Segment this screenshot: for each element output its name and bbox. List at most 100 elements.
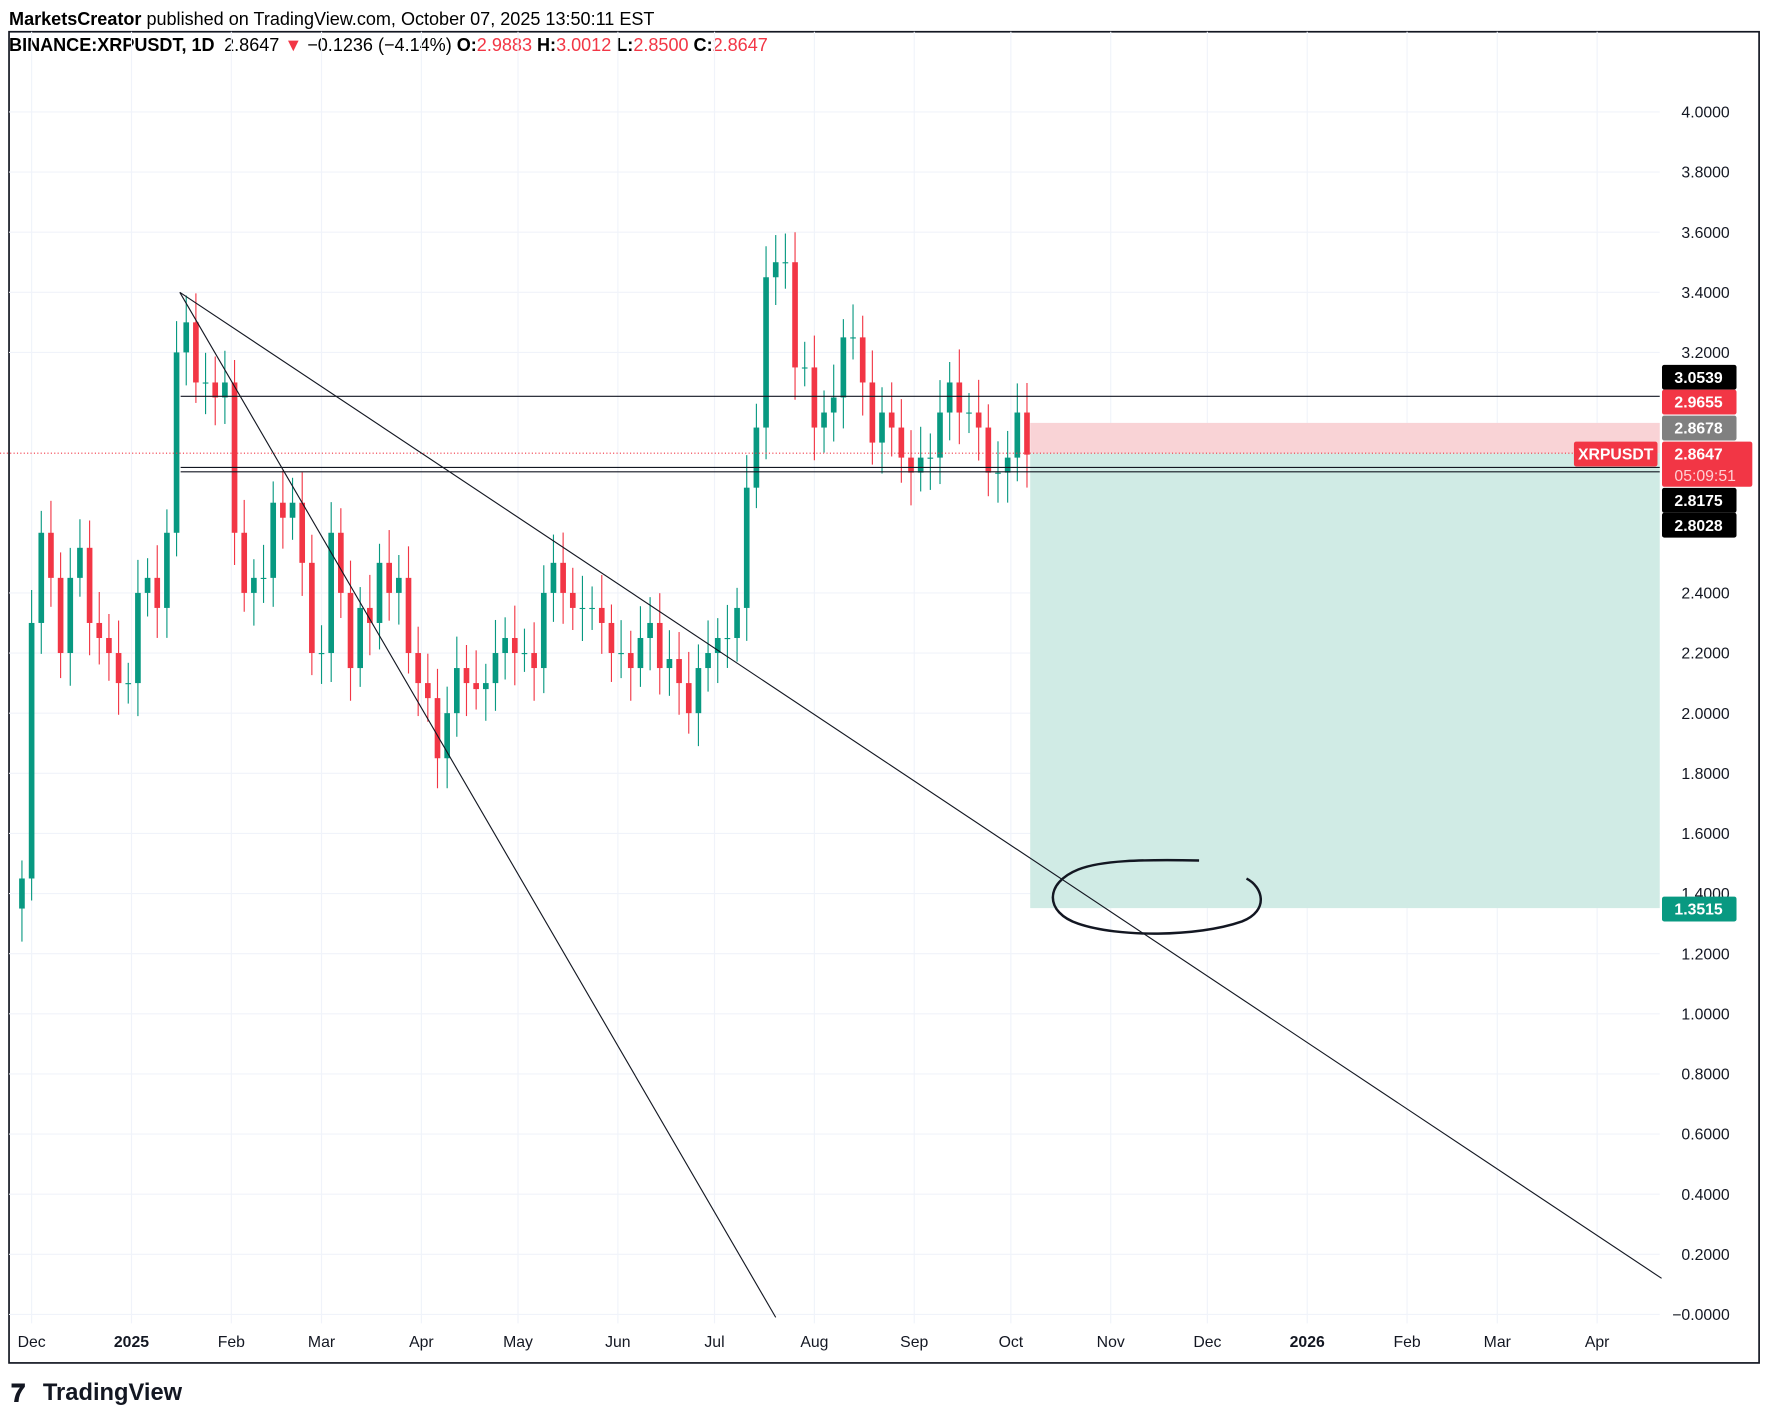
price-label-bg: [1661, 389, 1737, 415]
logo-icon: 𝟕: [11, 1380, 25, 1407]
down-arrow-icon: ▼: [284, 35, 302, 55]
candle-body: [966, 412, 972, 414]
stop-loss-zone[interactable]: [1030, 422, 1660, 454]
candle-body: [917, 457, 924, 473]
x-tick-label: Mar: [308, 1334, 335, 1351]
candle-body: [859, 337, 866, 383]
candle-body: [598, 607, 605, 623]
candle-body: [1004, 457, 1011, 473]
x-tick-label: Dec: [1193, 1334, 1221, 1351]
candle-body: [1014, 412, 1021, 458]
y-tick-label: 2.4000: [1681, 586, 1730, 603]
candle-body: [1024, 412, 1030, 455]
y-tick-label: 1.2000: [1681, 946, 1730, 963]
candle-body: [647, 622, 653, 638]
x-tick-label: Feb: [1393, 1334, 1420, 1351]
candle-body: [241, 532, 248, 593]
candle-body: [850, 337, 856, 339]
candle-body: [685, 683, 692, 714]
candle-body: [280, 502, 286, 518]
candle-body: [589, 607, 595, 610]
y-tick-label: 1.0000: [1681, 1006, 1730, 1023]
candle-body: [270, 502, 277, 578]
x-tick-label: Oct: [999, 1334, 1024, 1351]
hand-drawn-circle[interactable]: [1051, 858, 1262, 935]
drawings[interactable]: [0, 291, 1662, 1318]
y-tick-label: 3.4000: [1681, 285, 1730, 302]
trend-line[interactable]: [179, 291, 1662, 1279]
candle-body: [38, 532, 45, 623]
price-label: 3.0539: [1674, 370, 1723, 387]
candle-body: [405, 577, 412, 654]
candle-body: [57, 577, 64, 654]
candle-body: [135, 592, 141, 684]
candle-body: [338, 532, 344, 593]
candle-body: [434, 698, 441, 759]
x-tick-label: May: [503, 1334, 533, 1351]
candle-body: [96, 622, 103, 638]
x-tick-label: Mar: [1484, 1334, 1511, 1351]
price-label: 2.8647: [1674, 447, 1723, 464]
candle-body: [425, 683, 431, 699]
symbol-tag-bg: [1573, 441, 1658, 467]
price-label-bg: [1661, 896, 1737, 922]
candle-body: [705, 653, 711, 669]
candle-body: [792, 262, 798, 368]
candle-body: [782, 262, 789, 264]
price-label-bg: [1661, 441, 1753, 487]
price-label: 2.9655: [1674, 395, 1723, 412]
x-tick-label: Feb: [218, 1334, 245, 1351]
candle-body: [48, 532, 54, 578]
candle-body: [714, 637, 721, 654]
candle-body: [357, 607, 364, 669]
y-tick-label: −0.0000: [1672, 1307, 1730, 1324]
candle-body: [28, 622, 35, 879]
take-profit-zone[interactable]: [1030, 453, 1660, 909]
candle-body: [975, 412, 982, 428]
candle-body: [222, 382, 228, 398]
candle-body: [666, 659, 673, 669]
candle-body: [328, 532, 335, 654]
y-tick-label: 0.6000: [1681, 1127, 1730, 1144]
candle-body: [511, 637, 518, 654]
y-tick-label: 4.0000: [1681, 105, 1730, 122]
candle-body: [763, 277, 769, 428]
time-axis[interactable]: Dec 2025 Feb Mar Apr May Jun Jul Aug Sep Oct Nov Dec…: [18, 1334, 1610, 1351]
candles: [19, 232, 1030, 942]
candle-body: [946, 382, 953, 413]
trend-line[interactable]: [179, 291, 777, 1318]
x-tick-label: 2026: [1290, 1334, 1325, 1351]
candle-body: [627, 653, 634, 669]
candle-body: [830, 397, 837, 413]
y-tick-label: 0.8000: [1681, 1067, 1730, 1084]
y-tick-label: 1.8000: [1681, 766, 1730, 783]
candle-body: [183, 322, 190, 353]
price-label-bg: [1661, 487, 1737, 513]
x-tick-label: Jun: [605, 1334, 630, 1351]
candle-body: [193, 322, 199, 383]
candle-body: [618, 653, 624, 655]
candle-body: [772, 262, 779, 278]
x-tick-label: Nov: [1097, 1334, 1125, 1351]
candle-body: [260, 577, 267, 579]
price-axis[interactable]: 4.0000 3.8000 3.6000 3.4000 3.2000 2.4000 2.20…: [1672, 105, 1730, 1324]
candle-body: [753, 427, 760, 488]
candle-body: [985, 427, 992, 473]
candle-body: [560, 562, 566, 593]
candle-body: [453, 668, 460, 714]
candle-body: [869, 382, 876, 443]
candle-body: [86, 547, 93, 623]
y-tick-label: 2.2000: [1681, 646, 1730, 663]
price-label-bg: [1661, 512, 1737, 538]
y-tick-label: 3.8000: [1681, 165, 1730, 182]
candle-body: [888, 412, 895, 428]
candle-body: [676, 659, 682, 684]
position-zones[interactable]: [1030, 422, 1660, 909]
candle-body: [937, 412, 943, 458]
chart-frame: [8, 30, 1760, 1364]
x-tick-label: Sep: [900, 1334, 928, 1351]
candle-body: [154, 577, 161, 608]
price-label: 2.8678: [1674, 421, 1723, 438]
y-tick-label: 3.2000: [1681, 345, 1730, 362]
